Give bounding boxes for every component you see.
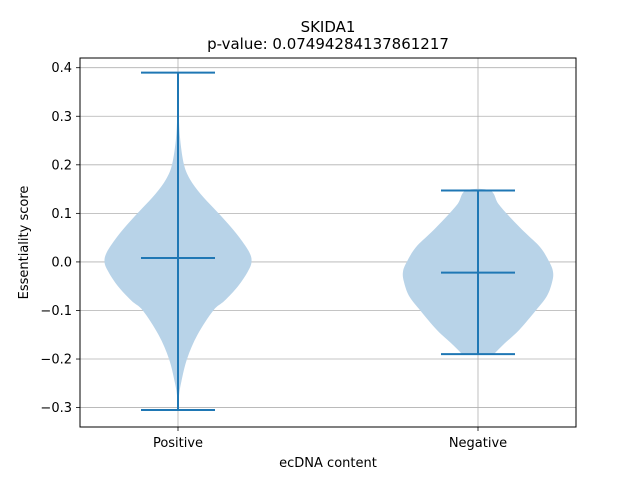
y-tick-label: 0.0 <box>51 255 72 270</box>
y-tick-label: −0.2 <box>40 353 72 368</box>
y-tick-label: 0.2 <box>51 158 72 173</box>
x-tick-label: Negative <box>449 436 507 451</box>
y-tick-label: −0.1 <box>40 304 72 319</box>
y-axis-label: Essentiality score <box>17 186 32 300</box>
y-tick-label: 0.1 <box>51 207 72 222</box>
chart-title: SKIDA1 <box>301 18 356 36</box>
x-tick-label: Positive <box>153 436 203 451</box>
chart-subtitle: p-value: 0.07494284137861217 <box>207 35 449 53</box>
violin-layer <box>104 70 554 412</box>
x-axis-label: ecDNA content <box>279 456 377 471</box>
tick-layer: −0.3 −0.2 −0.1 0.0 0.1 0.2 0.3 0.4 Positive Negat… <box>40 61 507 451</box>
y-tick-label: −0.3 <box>40 401 72 416</box>
plot-frame <box>79 57 577 428</box>
y-tick-label: 0.3 <box>51 110 72 125</box>
y-tick-label: 0.4 <box>51 61 72 76</box>
